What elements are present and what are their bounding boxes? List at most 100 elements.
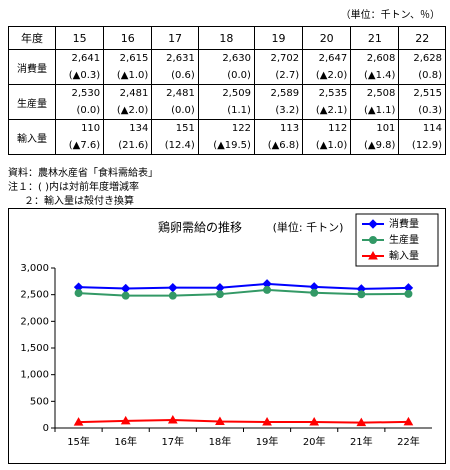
- value-cell: 2,608: [350, 49, 400, 67]
- change-cell: (▲6.8): [253, 137, 304, 155]
- x-tick-label: 17年: [161, 435, 184, 448]
- change-cell: (▲1.0): [302, 137, 352, 155]
- legend-label: 生産量: [389, 233, 419, 246]
- header-cell: 22: [398, 26, 446, 50]
- legend-marker: [368, 250, 378, 260]
- table-row: 生産量 2,530 2,481 2,481 2,509 2,589 2,535 2,508 2,…: [8, 84, 446, 120]
- unit-label: （単位：千トン、％）: [340, 10, 440, 21]
- row-label: 輸入量: [8, 119, 56, 155]
- table-row: (▲0.3) (▲1.0) (0.6) (0.0) (2.7) (▲2.0) (▲1.4)(…: [9, 67, 446, 85]
- change-cell: (0.0): [151, 102, 199, 120]
- header-cell: 19: [253, 26, 304, 50]
- value-cell: 134: [103, 119, 153, 137]
- point: [263, 285, 272, 294]
- x-tick-label: 21年: [350, 435, 373, 448]
- header-cell: 16: [103, 26, 153, 50]
- value-cell: 110: [54, 119, 105, 137]
- y-tick-label: 3,000: [20, 263, 49, 274]
- change-cell: (12.9): [398, 137, 446, 155]
- change-cell: (0.6): [151, 67, 199, 85]
- point: [357, 290, 366, 299]
- change-cell: (▲2.0): [103, 102, 153, 120]
- y-tick-label: 1,000: [20, 370, 49, 381]
- value-cell: 2,509: [197, 84, 255, 102]
- y-tick-label: 2,000: [20, 316, 49, 327]
- value-cell: 2,641: [54, 49, 105, 67]
- value-cell: 151: [151, 119, 199, 137]
- change-cell: (▲0.3): [54, 67, 105, 85]
- change-cell: (1.1): [197, 102, 255, 120]
- chart-title: 鶏卵需給の推移: [158, 221, 242, 235]
- header-cell: 21: [350, 26, 400, 50]
- x-tick-label: 16年: [114, 435, 137, 448]
- note: ２：輸入量は殻付き換算: [24, 196, 134, 207]
- value-cell: 114: [398, 119, 446, 137]
- change-cell: (▲1.1): [350, 102, 400, 120]
- change-cell: (12.4): [151, 137, 199, 155]
- point: [167, 414, 178, 424]
- value-cell: 2,481: [151, 84, 199, 102]
- y-tick-label: 2,500: [20, 290, 49, 301]
- change-cell: (0.0): [54, 102, 105, 120]
- point: [309, 417, 320, 426]
- value-cell: 2,589: [253, 84, 304, 102]
- change-cell: (21.6): [103, 137, 153, 155]
- point: [356, 417, 367, 427]
- point: [262, 416, 272, 426]
- point: [215, 290, 224, 299]
- value-cell: 113: [253, 119, 304, 137]
- series-line: [78, 282, 409, 290]
- change-cell: (0.3): [398, 102, 446, 120]
- header-cell: 15: [54, 26, 105, 50]
- value-cell: 122: [197, 119, 255, 137]
- note: 資料：農林水産省「食料需給表」: [8, 168, 158, 179]
- change-cell: (▲2.0): [302, 67, 352, 85]
- change-cell: (▲1.0): [103, 67, 153, 85]
- data-table: 年度 15 16 17 18 19 20 21 22 消費量 2,641 2,615 2,631 2,63…: [8, 26, 446, 155]
- header-row: 年度 15 16 17 18 19 20 21 22: [8, 26, 446, 50]
- value-cell: 2,631: [151, 49, 199, 67]
- y-tick-label: 500: [30, 396, 49, 407]
- legend-marker: [368, 219, 378, 229]
- table-row: 輸入量 110 134 151 122 113 112 101 114: [8, 119, 446, 155]
- legend-label: 輸入量: [389, 249, 419, 262]
- value-cell: 101: [350, 119, 400, 137]
- value-cell: 2,628: [398, 49, 446, 67]
- point: [403, 416, 414, 426]
- change-cell: (▲7.6): [54, 137, 105, 155]
- change-cell: (0.0): [197, 67, 255, 85]
- x-tick-label: 18年: [209, 435, 232, 448]
- change-cell: (▲2.1): [302, 102, 352, 120]
- table-row: (0.0) (▲2.0) (0.0) (1.1) (3.2) (▲2.1) (▲1.1) (0…: [9, 102, 446, 120]
- change-cell: (3.2): [253, 102, 304, 120]
- point: [74, 289, 83, 298]
- x-tick-label: 22年: [397, 435, 420, 448]
- chart-subtitle: (単位: 千トン): [273, 220, 344, 234]
- series-line: [78, 288, 409, 297]
- change-cell: (2.7): [253, 67, 304, 85]
- value-cell: 112: [302, 119, 352, 137]
- value-cell: 2,481: [103, 84, 153, 102]
- value-cell: 2,630: [197, 49, 255, 67]
- change-cell: (▲1.4): [350, 67, 400, 85]
- value-cell: 2,702: [253, 49, 304, 67]
- change-cell: (0.8): [398, 67, 446, 85]
- header-cell: 年度: [8, 26, 56, 50]
- legend-label: 消費量: [389, 217, 419, 230]
- row-label: 生産量: [8, 84, 56, 120]
- value-cell: 2,535: [302, 84, 352, 102]
- y-tick-label: 1,500: [20, 343, 49, 354]
- value-cell: 2,615: [103, 49, 153, 67]
- x-tick-label: 19年: [256, 435, 279, 448]
- point: [168, 282, 178, 293]
- change-cell: (▲9.8): [350, 137, 400, 155]
- y-tick-label: 0: [43, 423, 49, 434]
- point: [120, 415, 131, 425]
- header-cell: 17: [151, 26, 199, 50]
- series-line: [78, 418, 409, 424]
- value-cell: 2,508: [350, 84, 400, 102]
- point: [310, 288, 319, 297]
- header-cell: 20: [302, 26, 352, 50]
- table-row: (▲7.6) (21.6) (12.4) (▲19.5) (▲6.8) (▲1.0) (▲9…: [9, 137, 446, 155]
